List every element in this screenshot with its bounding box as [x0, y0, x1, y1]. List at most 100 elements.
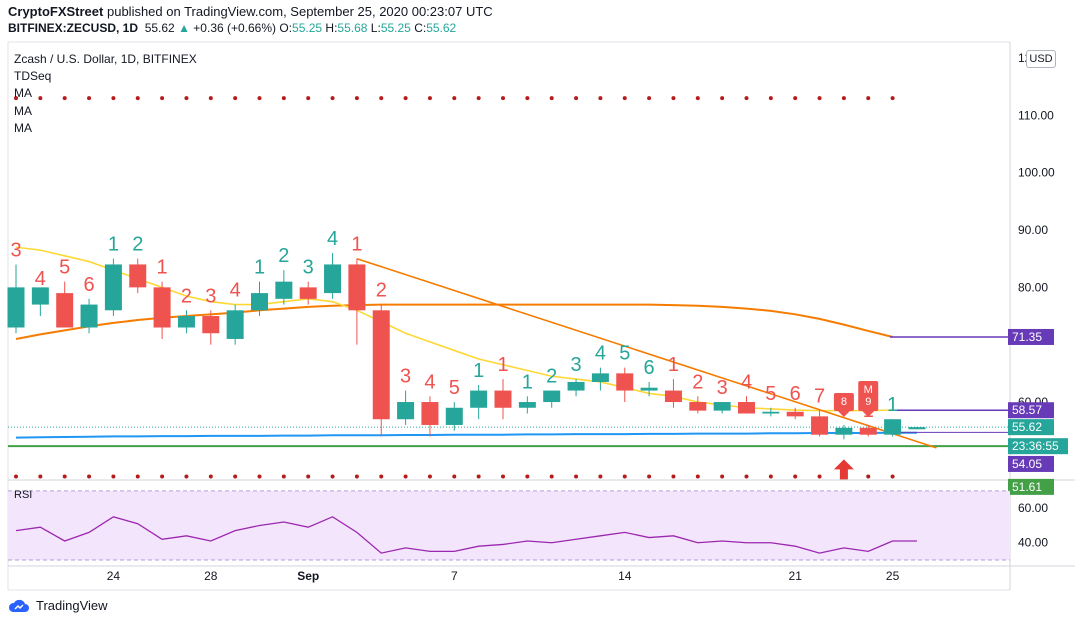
price-tag	[1008, 328, 1054, 345]
td-count-label: 2	[132, 234, 143, 256]
td-dot	[476, 96, 481, 101]
publisher-name[interactable]: CryptoFXStreet	[8, 4, 104, 19]
candle-down	[348, 264, 366, 311]
td-count-label: 3	[10, 239, 21, 261]
publish-line: CryptoFXStreet published on TradingView.…	[8, 4, 493, 19]
indicator-tdseq[interactable]: TDSeq	[14, 69, 52, 83]
candle-down	[738, 402, 755, 414]
rsi-line	[15, 516, 917, 554]
td-dot	[427, 474, 432, 479]
td-dot	[403, 96, 408, 101]
candle-down	[786, 411, 804, 417]
td-count-label: 1	[887, 394, 898, 416]
candle-up	[640, 387, 658, 391]
td-dot	[768, 96, 773, 101]
td-count-label: 5	[765, 383, 776, 405]
symbol-label: BITFINEX:ZECUSD, 1D	[8, 21, 139, 35]
td-count-label: 2	[546, 366, 557, 388]
currency-button[interactable]: USD	[1026, 50, 1056, 68]
td-count-label: 5	[619, 343, 630, 365]
td-dot	[549, 474, 554, 479]
td-setup-box	[833, 392, 854, 411]
candle-up	[251, 293, 268, 311]
td-dot	[793, 474, 798, 479]
td-count-label: 5	[449, 377, 460, 399]
td-dot	[598, 474, 603, 479]
close-label: C:	[414, 21, 427, 35]
td-dot	[14, 96, 18, 101]
x-axis-label: 28	[204, 569, 218, 583]
td-dot	[525, 474, 530, 479]
td-dot	[184, 96, 189, 101]
td-count-label: 1	[157, 257, 168, 279]
td-dot	[233, 474, 238, 479]
candle-down	[153, 287, 171, 328]
td-count-label: 6	[644, 357, 655, 379]
candle-down	[859, 427, 877, 435]
td-count-label: 6	[790, 383, 801, 405]
candle-up	[7, 287, 25, 328]
td-dot	[233, 96, 238, 101]
candle-up	[177, 316, 195, 328]
td-dot	[890, 474, 895, 479]
td-dot	[647, 96, 652, 101]
td-dot	[135, 96, 140, 101]
td-count-label: 1	[351, 234, 362, 256]
td-dot	[330, 474, 335, 479]
indicator-ma-3[interactable]: MA	[14, 121, 32, 135]
candle-up	[80, 304, 98, 328]
publish-info: published on TradingView.com, September …	[106, 4, 493, 19]
td-dot	[549, 96, 554, 101]
price-tick-label: 100.00	[1018, 166, 1055, 180]
td-dot	[403, 474, 408, 479]
td-setup-pointer	[862, 410, 875, 417]
ohlc-line: BITFINEX:ZECUSD, 1D 55.62 ▲ +0.36 (+0.66…	[8, 21, 456, 35]
td-dot	[160, 474, 165, 479]
td-setup-label: 9	[865, 396, 871, 408]
candle-up	[470, 390, 488, 408]
candle-up	[518, 402, 536, 408]
td-count-label: 2	[181, 285, 192, 307]
price-tag-label: 55.62	[1012, 420, 1042, 434]
candle-up	[591, 373, 609, 382]
high-value: 55.68	[337, 21, 368, 35]
rsi-label: RSI	[14, 489, 33, 501]
td-dot	[647, 474, 652, 479]
td-dot	[817, 474, 822, 479]
candle-down	[56, 293, 74, 328]
td-setup-box	[858, 380, 879, 411]
td-dot	[501, 96, 505, 101]
td-dot	[257, 474, 262, 479]
candle-up	[567, 381, 585, 391]
td-dot	[208, 474, 213, 479]
td-dot	[354, 96, 359, 101]
td-dot	[427, 96, 432, 101]
td-dot	[38, 474, 43, 479]
candle-down	[421, 402, 439, 425]
open-label: O:	[279, 21, 293, 35]
td-dot	[598, 96, 603, 101]
td-count-label: 2	[376, 280, 387, 302]
indicator-ma-2[interactable]: MA	[14, 104, 32, 118]
td-dot	[841, 96, 846, 101]
candle-up	[324, 264, 342, 294]
td-dot	[452, 474, 457, 479]
td-dot	[890, 96, 895, 101]
price-tag	[1008, 455, 1054, 472]
candle-down	[372, 310, 390, 420]
td-dot	[330, 96, 335, 101]
td-count-label: 4	[424, 371, 435, 393]
candle-up	[713, 402, 731, 411]
td-dot	[720, 96, 725, 101]
td-count-label: 3	[303, 257, 314, 279]
td-dot	[744, 474, 749, 479]
low-value: 55.25	[380, 21, 411, 35]
td-dot	[111, 96, 116, 101]
td-dot	[695, 96, 700, 101]
rsi-tick-label: 60.00	[1018, 501, 1048, 515]
td-count-label: 3	[570, 354, 581, 376]
tradingview-logo[interactable]: TradingView	[8, 598, 108, 613]
td-count-label: 1	[473, 360, 484, 382]
indicator-ma-1[interactable]: MA	[14, 86, 32, 100]
